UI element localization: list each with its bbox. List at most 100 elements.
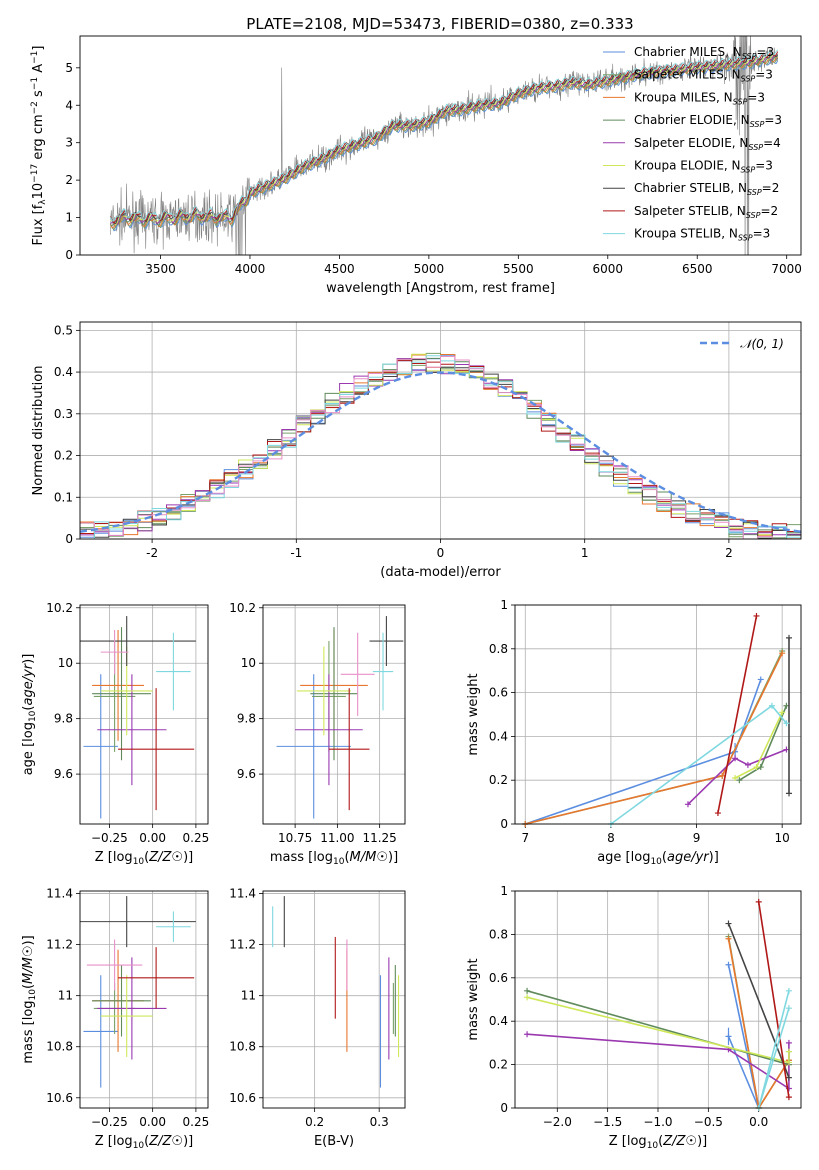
age-vs-Z-points xyxy=(80,616,196,819)
weight-line-salpeter-stelib xyxy=(757,901,790,1098)
mass-weight-vs-age-axes: 7 8 9 10 0 0.2 0.4 0.6 0.8 1 xyxy=(489,598,801,845)
mass-weight-vs-Z-ytick-label: 0 xyxy=(500,1101,508,1115)
weight-marker xyxy=(785,1074,792,1081)
weight-marker xyxy=(725,961,732,968)
mass-weight-vs-age-series xyxy=(522,612,793,827)
residuals-ytick-label: 0.3 xyxy=(54,407,73,421)
spectrum-ytick-label: 2 xyxy=(65,173,73,187)
residuals-frame xyxy=(79,321,802,540)
spectrum-xtick-label: 4000 xyxy=(235,262,266,276)
weight-marker xyxy=(524,994,531,1001)
mass-vs-Z-points xyxy=(80,896,196,1088)
residuals-ylabel: Normed distribution xyxy=(31,366,46,496)
mass-weight-vs-age-ytick-label: 1 xyxy=(500,598,508,612)
mass-vs-Z-ytick-label: 10.6 xyxy=(46,1091,73,1105)
mass-vs-Z-ylabel: mass [log10(M/M☉)] xyxy=(21,935,38,1063)
age-vs-mass-xtick-label: 11.00 xyxy=(320,831,354,845)
spectrum-data-group xyxy=(109,36,779,255)
age-vs-Z-ytick-label: 9.6 xyxy=(54,767,73,781)
mass-weight-vs-Z-ytick-label: 1 xyxy=(500,884,508,898)
age-vs-mass-xtick-label: 11.25 xyxy=(362,831,396,845)
spectrum-xtick-label: 5000 xyxy=(414,262,445,276)
age-vs-Z-ytick-label: 10.2 xyxy=(46,601,73,615)
weight-line-salpeter-elodie xyxy=(527,1033,790,1090)
weight-marker xyxy=(757,676,764,683)
weight-marker xyxy=(785,987,792,994)
weight-line-kroupa-stelib xyxy=(757,990,790,1109)
mass-vs-Z-axes: −0.25 0.00 0.25 10.6 10.8 11 11.2 11.4 xyxy=(46,887,209,1129)
observed-spectrum xyxy=(110,36,778,255)
model-spectrum-kroupa-stelib xyxy=(109,49,779,222)
mass-weight-vs-age-xtick-label: 10 xyxy=(775,831,790,845)
residuals-xtick-label: -2 xyxy=(146,546,158,560)
age-vs-mass-ytick-label: 9.6 xyxy=(237,767,256,781)
mass-weight-vs-Z-ytick-label: 0.4 xyxy=(489,1014,508,1028)
age-vs-mass-ytick-label: 10 xyxy=(241,656,256,670)
residuals-ytick-label: 0.2 xyxy=(54,449,73,463)
mass-weight-vs-age-xlabel: age [log10(age/yr)] xyxy=(597,850,719,867)
weight-marker xyxy=(786,634,793,641)
legend-entry: Salpeter MILES, NSSP=3 xyxy=(634,68,773,84)
spectrum-ytick-label: 4 xyxy=(65,98,73,112)
residuals-xlabel: (data-model)/error xyxy=(380,565,501,580)
mass-vs-EBV-xlabel: E(B-V) xyxy=(314,1134,354,1149)
model-spectrum-salpeter-stelib xyxy=(109,51,779,224)
residuals-xtick-label: 1 xyxy=(581,546,589,560)
weight-marker xyxy=(744,761,751,768)
age-vs-Z-frame xyxy=(79,604,209,825)
age-vs-mass-frame xyxy=(262,604,406,825)
weight-marker xyxy=(783,720,790,727)
weight-marker xyxy=(736,777,743,784)
mass-vs-EBV-xtick-label: 0.3 xyxy=(370,1115,389,1129)
mass-vs-Z-ytick-label: 11 xyxy=(58,989,73,1003)
legend-entry: Salpeter STELIB, NSSP=2 xyxy=(634,204,778,220)
spectrum-xtick-label: 5500 xyxy=(503,262,534,276)
weight-marker xyxy=(785,1048,792,1055)
age-vs-Z-axes: −0.25 0.00 0.25 9.6 9.8 10 10.2 xyxy=(46,601,209,845)
age-vs-Z-ytick-label: 9.8 xyxy=(54,712,73,726)
weight-marker xyxy=(725,935,732,942)
mass-vs-EBV-ytick-label: 11.2 xyxy=(229,938,256,952)
residuals-ytick-label: 0 xyxy=(65,532,73,546)
mass-weight-vs-Z-frame xyxy=(514,890,802,1109)
age-vs-mass-xtick-label: 10.75 xyxy=(278,831,312,845)
weight-marker xyxy=(785,1005,792,1012)
spectrum-xtick-label: 6000 xyxy=(593,262,624,276)
age-vs-Z-xtick-label: −0.25 xyxy=(91,831,128,845)
mass-weight-vs-age-ytick-label: 0.8 xyxy=(489,642,508,656)
mass-weight-vs-age-xtick-label: 7 xyxy=(521,831,529,845)
weight-line-chabrier-stelib xyxy=(727,923,790,1078)
legend-entry: Chabrier MILES, NSSP=3 xyxy=(634,45,774,61)
spectrum-ylabel: Flux [fλ10−17 erg cm−2 s−1 A−1] xyxy=(30,46,48,246)
mass-weight-vs-Z-xlabel: Z [log10(Z/Z☉)] xyxy=(609,1134,707,1151)
mass-weight-vs-age-ytick-label: 0.6 xyxy=(489,686,508,700)
spectrum-xtick-label: 6500 xyxy=(682,262,713,276)
legend-entry: Kroupa ELODIE, NSSP=3 xyxy=(634,159,773,175)
mass-weight-vs-age-ytick-label: 0.2 xyxy=(489,773,508,787)
mass-weight-vs-Z-xtick-label: −2.0 xyxy=(543,1115,572,1129)
age-vs-mass-axes: 10.75 11.00 11.25 9.6 9.8 10 10.2 xyxy=(229,601,405,845)
age-vs-mass-points xyxy=(276,616,404,819)
spectrum-ytick-label: 3 xyxy=(65,136,73,150)
legend-entry: Kroupa STELIB, NSSP=3 xyxy=(634,227,770,243)
weight-marker xyxy=(714,810,721,817)
mass-weight-vs-age-ytick-label: 0 xyxy=(500,817,508,831)
mass-vs-EBV-axes: 0.2 0.3 10.6 10.8 11 11.2 11.4 xyxy=(229,887,405,1129)
age-vs-Z-xtick-label: 0.25 xyxy=(183,831,210,845)
weight-marker xyxy=(524,1031,531,1038)
weight-line-salpeter-miles xyxy=(525,650,783,825)
mass-weight-vs-age-xtick-label: 8 xyxy=(607,831,615,845)
residuals-ytick-label: 0.4 xyxy=(54,365,73,379)
legend-entry-normal: 𝒩(0, 1) xyxy=(740,337,784,351)
legend-entry: Kroupa MILES, NSSP=3 xyxy=(634,90,765,106)
mass-vs-EBV-ytick-label: 10.8 xyxy=(229,1040,256,1054)
weight-marker xyxy=(755,898,762,905)
age-vs-Z-xlabel: Z [log10(Z/Z☉)] xyxy=(95,850,193,867)
figure-title: PLATE=2108, MJD=53473, FIBERID=0380, z=0… xyxy=(246,15,633,33)
mass-vs-Z-xtick-label: 0.00 xyxy=(139,1115,166,1129)
residuals-xtick-label: -1 xyxy=(290,546,302,560)
mass-vs-Z-frame xyxy=(79,890,209,1109)
mass-weight-vs-Z-ytick-label: 0.8 xyxy=(489,927,508,941)
residuals-ytick-label: 0.5 xyxy=(54,323,73,337)
